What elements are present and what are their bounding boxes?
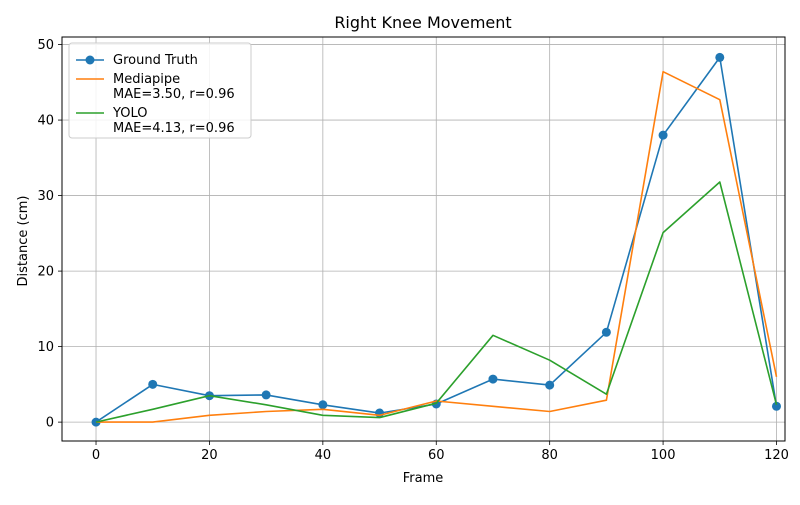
data-point: [261, 390, 271, 400]
series-line: [96, 70, 778, 423]
x-tick-label: 40: [315, 448, 332, 463]
series-2: [95, 181, 778, 423]
x-tick-label: 20: [201, 448, 218, 463]
series-line: [95, 181, 778, 423]
y-tick-label: 10: [37, 340, 54, 355]
series-1: [96, 70, 778, 423]
ticks: 0 20 40 60 80 100 120 0 10 20 30 40 50: [37, 38, 788, 463]
legend: Ground Truth Mediapipe MAE=3.50, r=0.96 YOL…: [68, 42, 252, 139]
data-point: [601, 327, 611, 337]
x-tick-label: 100: [651, 448, 676, 463]
legend-box: [68, 42, 252, 139]
data-point: [545, 380, 555, 390]
plot-frame: [61, 36, 786, 442]
y-tick-label: 50: [37, 38, 54, 53]
y-axis-label: Distance (cm): [16, 196, 31, 287]
data-point: [715, 52, 725, 62]
x-tick-label: 80: [541, 448, 558, 463]
legend-label: YOLO MAE=4.13, r=0.96: [112, 106, 235, 136]
chart-title: Right Knee Movement: [334, 13, 511, 32]
legend-marker: [85, 55, 95, 65]
y-tick-label: 40: [37, 114, 54, 129]
data-point: [658, 130, 668, 140]
data-point: [148, 379, 158, 389]
x-axis-label: Frame: [403, 471, 444, 486]
legend-label: Mediapipe MAE=3.50, r=0.96: [113, 72, 235, 102]
data-point: [318, 400, 328, 410]
data-point: [488, 374, 498, 384]
x-tick-label: 0: [92, 448, 100, 463]
x-tick-label: 120: [764, 448, 789, 463]
y-tick-label: 20: [37, 265, 54, 280]
legend-label: Ground Truth: [113, 53, 198, 68]
data-point: [771, 401, 781, 411]
series-group: [91, 52, 781, 427]
y-tick-label: 0: [46, 416, 54, 431]
x-tick-label: 60: [428, 448, 445, 463]
y-tick-label: 30: [37, 189, 54, 204]
